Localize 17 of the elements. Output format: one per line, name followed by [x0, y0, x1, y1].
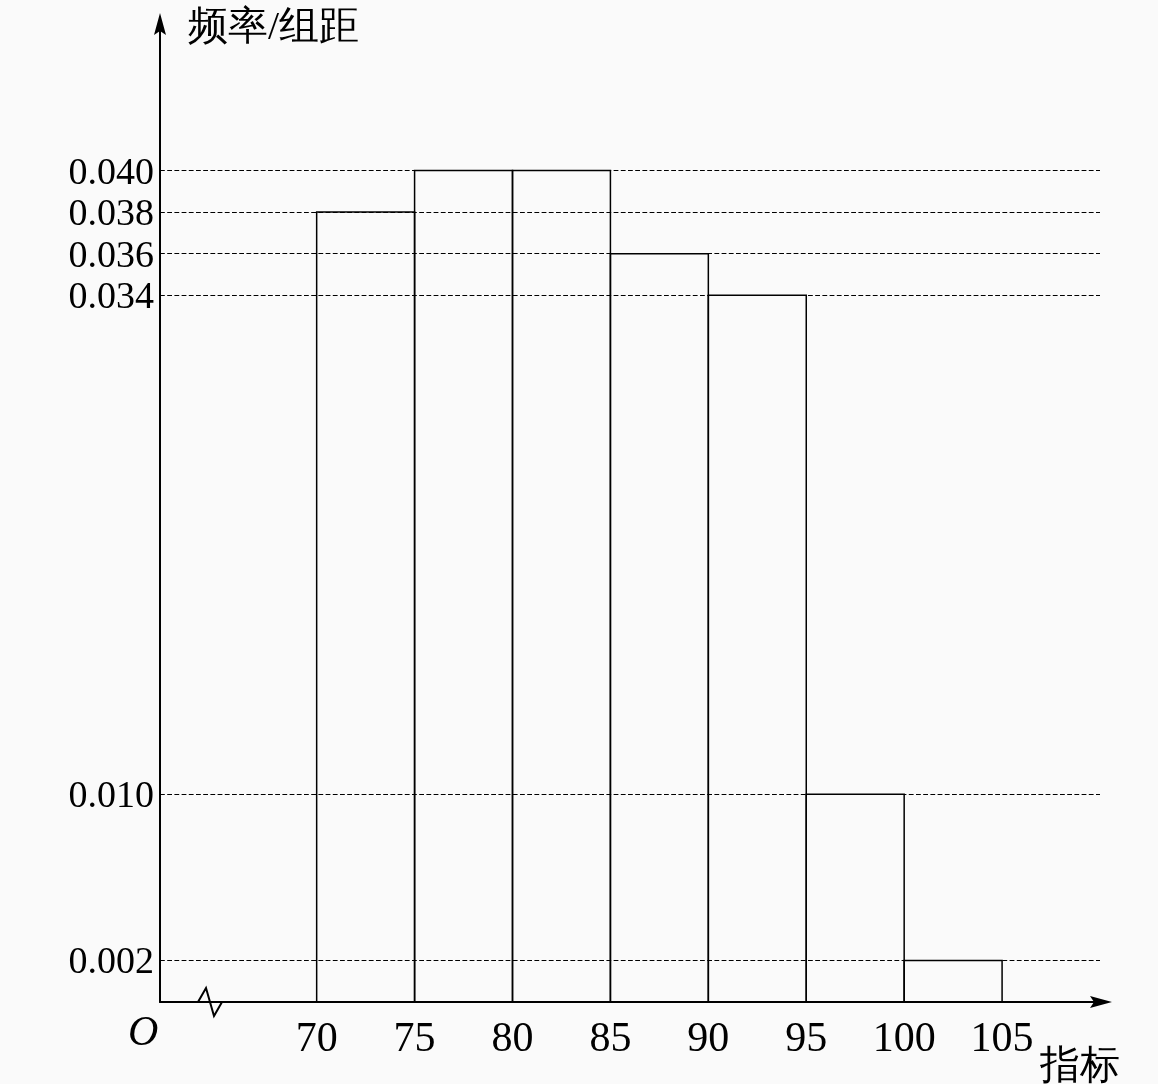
x-axis-title: 指标 — [1039, 1041, 1120, 1084]
x-tick-label: 80 — [491, 1014, 534, 1060]
x-tick-label: 75 — [393, 1014, 436, 1060]
x-tick-label: 90 — [687, 1014, 730, 1060]
y-tick-label: 0.034 — [68, 274, 154, 317]
y-tick-label: 0.002 — [68, 939, 154, 982]
x-tick-label: 85 — [589, 1014, 632, 1060]
y-axis-title: 频率/组距 — [188, 2, 360, 48]
y-tick-label: 0.010 — [68, 773, 154, 816]
text: O — [128, 1008, 159, 1054]
x-tick-label: 100 — [872, 1014, 936, 1060]
x-tick-label: 105 — [970, 1014, 1034, 1060]
x-tick-label: 70 — [295, 1014, 338, 1060]
x-tick-label: 95 — [785, 1014, 828, 1060]
y-tick-label: 0.036 — [68, 232, 154, 275]
y-tick-label: 0.040 — [68, 149, 154, 192]
y-tick-label: 0.038 — [68, 191, 154, 234]
